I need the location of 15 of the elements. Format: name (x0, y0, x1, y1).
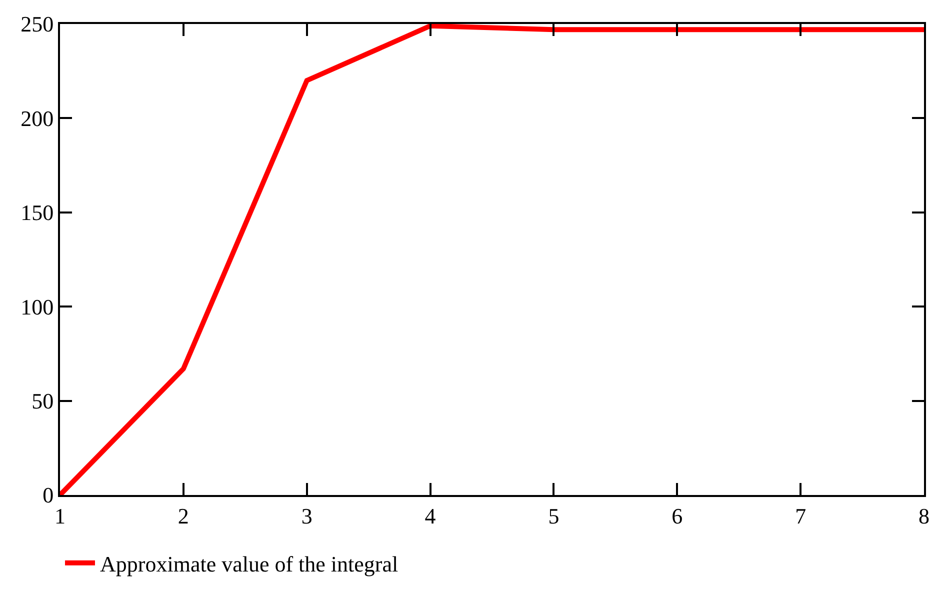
y-tick-label: 250 (20, 12, 54, 37)
x-tick-label: 5 (548, 503, 560, 528)
x-tick-label: 2 (178, 503, 189, 528)
x-tick-label: 1 (54, 503, 66, 528)
y-tick-label: 100 (20, 294, 54, 320)
y-tick-label: 50 (32, 388, 54, 414)
x-tick-label: 3 (301, 503, 312, 528)
y-tick-label: 150 (20, 200, 54, 226)
x-tick-label: 7 (795, 503, 806, 528)
x-tick-label: 4 (424, 503, 436, 528)
x-tick-label: 6 (672, 503, 683, 528)
y-tick-label: 200 (20, 106, 54, 131)
legend-label: Approximate value of the integral (100, 551, 398, 576)
x-tick-label: 8 (918, 503, 930, 528)
y-tick-label: 0 (42, 482, 54, 508)
